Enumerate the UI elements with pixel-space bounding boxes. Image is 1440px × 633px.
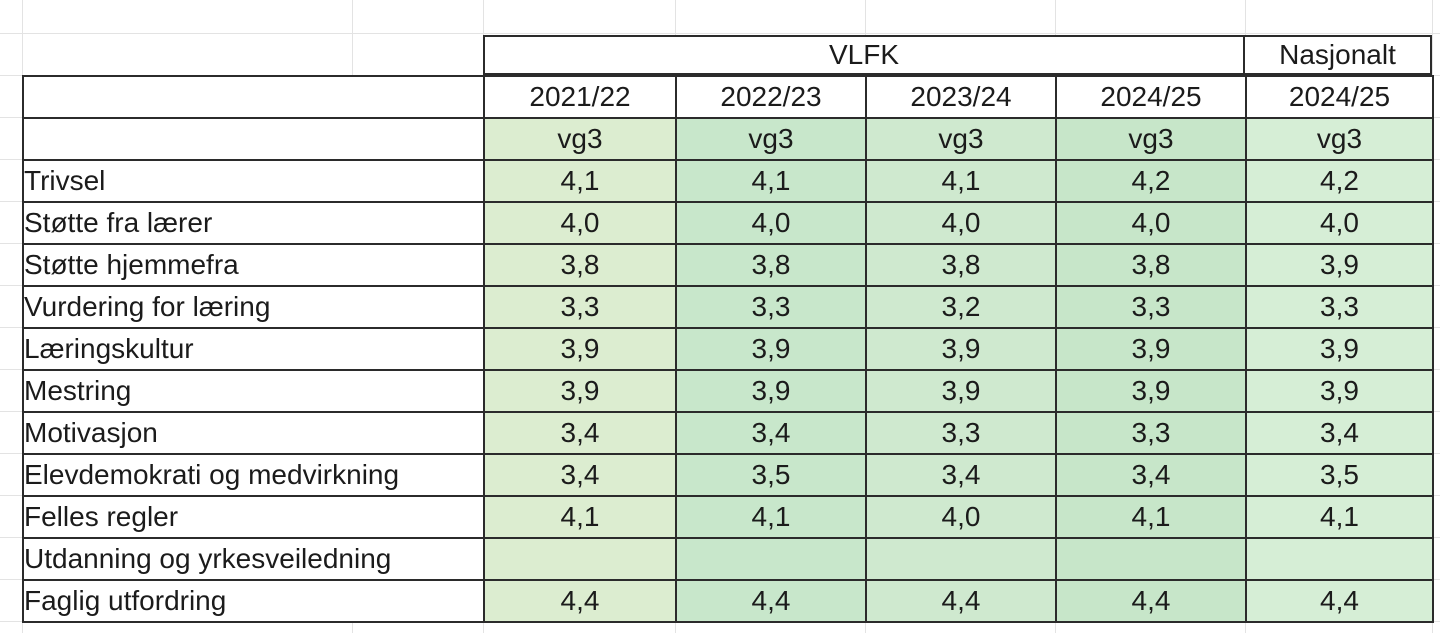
table-row: Læringskultur 3,9 3,9 3,9 3,9 3,9 [22,327,1434,371]
value-cell[interactable]: 4,1 [865,159,1057,203]
row-label-cell[interactable]: Faglig utfordring [22,579,485,623]
value-cell[interactable] [675,537,867,581]
value-cell[interactable]: 4,4 [1245,579,1434,623]
level-row: vg3 vg3 vg3 vg3 vg3 [22,117,1434,161]
year-header-row: 2021/22 2022/23 2023/24 2024/25 2024/25 [22,75,1434,119]
row-label-cell[interactable]: Læringskultur [22,327,485,371]
results-table: 2021/22 2022/23 2023/24 2024/25 2024/25 vg3 vg… [22,75,1434,623]
year-header-cell[interactable]: 2022/23 [675,75,867,119]
gridline-horizontal [0,33,1440,34]
value-cell[interactable]: 3,5 [675,453,867,497]
row-label-cell[interactable]: Trivsel [22,159,485,203]
value-cell[interactable]: 3,3 [483,285,677,329]
value-cell[interactable]: 3,4 [675,411,867,455]
level-cell[interactable]: vg3 [1245,117,1434,161]
value-cell[interactable]: 4,1 [1055,495,1247,539]
value-cell[interactable]: 3,3 [1055,411,1247,455]
value-cell[interactable]: 3,8 [483,243,677,287]
value-cell[interactable]: 4,0 [1055,201,1247,245]
table-row: Støtte fra lærer 4,0 4,0 4,0 4,0 4,0 [22,201,1434,245]
value-cell[interactable]: 3,9 [1245,327,1434,371]
value-cell[interactable]: 3,8 [865,243,1057,287]
table-row: Trivsel 4,1 4,1 4,1 4,2 4,2 [22,159,1434,203]
value-cell[interactable] [1245,537,1434,581]
table-row: Motivasjon 3,4 3,4 3,3 3,3 3,4 [22,411,1434,455]
value-cell[interactable]: 3,4 [1055,453,1247,497]
value-cell[interactable] [483,537,677,581]
table-row: Støtte hjemmefra 3,8 3,8 3,8 3,8 3,9 [22,243,1434,287]
value-cell[interactable]: 3,4 [1245,411,1434,455]
value-cell[interactable]: 3,9 [1245,369,1434,413]
level-cell[interactable]: vg3 [483,117,677,161]
level-cell[interactable]: vg3 [1055,117,1247,161]
row-label-cell[interactable] [22,75,485,119]
row-label-cell[interactable]: Felles regler [22,495,485,539]
value-cell[interactable]: 4,0 [865,495,1057,539]
value-cell[interactable]: 3,8 [675,243,867,287]
level-cell[interactable]: vg3 [675,117,867,161]
value-cell[interactable]: 3,9 [1055,327,1247,371]
value-cell[interactable]: 3,9 [675,369,867,413]
row-label-cell[interactable]: Støtte hjemmefra [22,243,485,287]
value-cell[interactable]: 3,3 [1245,285,1434,329]
header-cell-nasjonalt[interactable]: Nasjonalt [1245,35,1432,75]
header-cell-vlfk[interactable]: VLFK [483,35,1245,75]
year-header-cell[interactable]: 2024/25 [1055,75,1247,119]
value-cell[interactable]: 3,9 [675,327,867,371]
table-row: Utdanning og yrkesveiledning [22,537,1434,581]
value-cell[interactable]: 4,4 [1055,579,1247,623]
value-cell[interactable]: 4,4 [675,579,867,623]
value-cell[interactable]: 3,9 [865,327,1057,371]
value-cell[interactable]: 4,1 [1245,495,1434,539]
value-cell[interactable]: 4,1 [675,495,867,539]
value-cell[interactable]: 3,4 [483,411,677,455]
row-label-cell[interactable]: Vurdering for læring [22,285,485,329]
group-header-row: VLFK Nasjonalt [483,35,1432,75]
value-cell[interactable]: 4,0 [483,201,677,245]
year-header-cell[interactable]: 2021/22 [483,75,677,119]
value-cell[interactable]: 3,4 [483,453,677,497]
value-cell[interactable]: 4,0 [1245,201,1434,245]
row-label-cell[interactable] [22,117,485,161]
table-row: Faglig utfordring 4,4 4,4 4,4 4,4 4,4 [22,579,1434,623]
table-row: Felles regler 4,1 4,1 4,0 4,1 4,1 [22,495,1434,539]
row-label-cell[interactable]: Utdanning og yrkesveiledning [22,537,485,581]
value-cell[interactable]: 3,4 [865,453,1057,497]
level-cell[interactable]: vg3 [865,117,1057,161]
value-cell[interactable]: 3,9 [1245,243,1434,287]
value-cell[interactable]: 3,3 [675,285,867,329]
value-cell[interactable]: 4,4 [483,579,677,623]
table-row: Vurdering for læring 3,3 3,3 3,2 3,3 3,3 [22,285,1434,329]
value-cell[interactable]: 3,5 [1245,453,1434,497]
table-row: Elevdemokrati og medvirkning 3,4 3,5 3,4 3,4… [22,453,1434,497]
value-cell[interactable]: 3,8 [1055,243,1247,287]
value-cell[interactable]: 4,2 [1245,159,1434,203]
value-cell[interactable]: 4,1 [483,159,677,203]
row-label-cell[interactable]: Mestring [22,369,485,413]
table-row: Mestring 3,9 3,9 3,9 3,9 3,9 [22,369,1434,413]
year-header-cell[interactable]: 2024/25 [1245,75,1434,119]
value-cell[interactable]: 4,1 [675,159,867,203]
value-cell[interactable] [865,537,1057,581]
row-label-cell[interactable]: Støtte fra lærer [22,201,485,245]
row-label-cell[interactable]: Motivasjon [22,411,485,455]
year-header-cell[interactable]: 2023/24 [865,75,1057,119]
value-cell[interactable]: 4,1 [483,495,677,539]
value-cell[interactable]: 4,4 [865,579,1057,623]
value-cell[interactable]: 3,3 [1055,285,1247,329]
value-cell[interactable]: 3,9 [483,327,677,371]
value-cell[interactable]: 4,0 [675,201,867,245]
value-cell[interactable] [1055,537,1247,581]
row-label-cell[interactable]: Elevdemokrati og medvirkning [22,453,485,497]
value-cell[interactable]: 3,9 [483,369,677,413]
value-cell[interactable]: 3,3 [865,411,1057,455]
value-cell[interactable]: 3,9 [865,369,1057,413]
results-table-body: 2021/22 2022/23 2023/24 2024/25 2024/25 vg3 vg… [22,75,1434,623]
value-cell[interactable]: 4,0 [865,201,1057,245]
value-cell[interactable]: 4,2 [1055,159,1247,203]
value-cell[interactable]: 3,9 [1055,369,1247,413]
value-cell[interactable]: 3,2 [865,285,1057,329]
